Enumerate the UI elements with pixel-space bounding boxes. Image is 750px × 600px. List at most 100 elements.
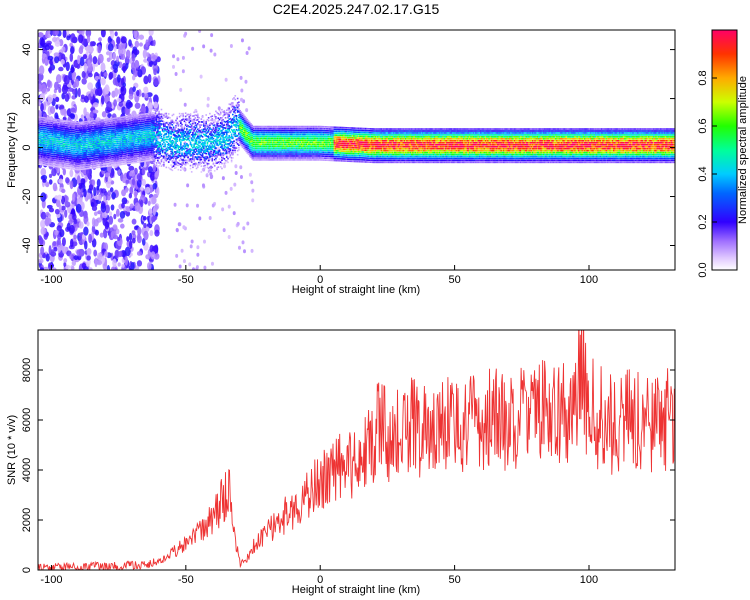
spectrogram-cell xyxy=(67,147,70,150)
spectrogram-cell xyxy=(44,146,47,149)
spectrogram-cell xyxy=(195,133,198,136)
spectrogram-cell xyxy=(89,149,91,152)
spectrogram-cell xyxy=(83,138,85,141)
spectrogram-cell xyxy=(90,145,93,148)
spectrogram-cell xyxy=(111,158,113,161)
spectrogram-cell xyxy=(126,115,129,118)
spectrogram-cell xyxy=(151,196,157,205)
spectrogram-cell xyxy=(163,161,165,164)
spectrogram-cell xyxy=(131,130,134,133)
spectrogram-cell xyxy=(54,163,56,166)
spectrogram-cell xyxy=(77,168,79,171)
spectrogram-cell xyxy=(47,94,53,103)
spectrogram-cell xyxy=(74,78,80,88)
spectrogram-cell xyxy=(39,118,42,121)
spectrogram-cell xyxy=(66,151,68,154)
spectrogram-cell xyxy=(193,137,195,139)
spectrogram-cell xyxy=(63,119,66,122)
spectrogram-cell xyxy=(62,151,65,153)
spectrogram-cell xyxy=(82,140,84,143)
spectrogram-cell xyxy=(172,113,175,116)
spectrogram-cell xyxy=(138,131,141,134)
spectrogram-cell xyxy=(140,139,142,141)
spectrogram-cell xyxy=(125,49,131,59)
spectrogram-cell xyxy=(43,119,45,121)
spectrogram-cell xyxy=(103,140,106,142)
spectrogram-cell xyxy=(113,141,116,143)
spectrogram-cell xyxy=(118,128,120,131)
spectrogram-cell xyxy=(107,165,110,167)
spectrogram-cell xyxy=(78,141,81,143)
spectrogram-cell xyxy=(109,151,112,153)
spectrogram-cell xyxy=(98,164,101,166)
spectrogram-cell xyxy=(140,113,142,116)
spectrogram-cell xyxy=(91,149,94,152)
spectrogram-cell xyxy=(116,36,121,45)
spectrogram-cell xyxy=(67,130,70,132)
spectrogram-cell xyxy=(73,150,76,153)
spectrogram-cell xyxy=(125,121,128,124)
spectrogram-cell xyxy=(96,129,99,131)
spectrogram-cell xyxy=(60,125,62,127)
spectrogram-cell xyxy=(137,116,140,118)
spectrogram-cell xyxy=(102,148,105,150)
spectrogram-cell xyxy=(85,134,88,137)
spectrogram-cell xyxy=(113,135,116,137)
spectrogram-cell xyxy=(148,166,153,174)
spectrogram-cell xyxy=(89,136,91,138)
spectrogram-cell xyxy=(181,126,183,128)
spectrogram-cell xyxy=(38,149,41,152)
spectrogram-cell xyxy=(45,164,48,167)
spectrogram-cell xyxy=(67,138,70,140)
spectrogram-cell xyxy=(40,122,43,125)
spectrogram-cell xyxy=(143,136,146,139)
spectrogram-cell xyxy=(40,83,47,94)
spectrogram-cell xyxy=(251,198,255,203)
spectrogram-cell xyxy=(94,139,96,142)
spectrogram-cell xyxy=(149,171,156,182)
spectrogram-cell xyxy=(190,161,193,163)
spectrogram-cell xyxy=(86,157,89,160)
spectrogram-cell xyxy=(77,155,79,157)
spectrogram-cell xyxy=(78,34,84,44)
spectrogram-cell xyxy=(48,129,50,132)
spectrogram-cell xyxy=(142,148,145,151)
spectrogram-cell xyxy=(94,257,98,268)
spectrogram-cell xyxy=(85,160,88,162)
spectrogram-cell xyxy=(67,143,70,146)
spectrogram-cell xyxy=(207,131,210,133)
spectrogram-cell xyxy=(128,142,130,145)
spectrogram-cell xyxy=(78,131,81,134)
spectrogram-cell xyxy=(201,136,204,138)
spectrogram-cell xyxy=(105,134,107,136)
spectrogram-cell xyxy=(65,129,67,132)
spectrogram-cell xyxy=(50,127,53,130)
spectrogram-cell xyxy=(51,157,54,160)
spectrogram-cell xyxy=(50,135,53,138)
spectrogram-cell xyxy=(155,113,158,116)
spectrogram-cell xyxy=(131,126,134,129)
spectrogram-cell xyxy=(97,150,100,153)
spectrogram-cell xyxy=(152,206,156,216)
spectrogram-cell xyxy=(196,166,199,168)
spectrogram-cell xyxy=(79,127,82,130)
spectrogram-cell xyxy=(111,143,113,145)
spectrogram-cell xyxy=(88,134,90,136)
spectrogram-cell xyxy=(74,123,77,126)
spectrogram-cell xyxy=(90,141,93,144)
spectrogram-cell xyxy=(123,153,125,156)
spectrogram-cell xyxy=(63,155,66,157)
spectrogram-cell xyxy=(80,146,83,149)
spectrogram-cell xyxy=(50,123,53,126)
spectrogram-cell xyxy=(62,145,65,147)
spectrogram-cell xyxy=(80,135,83,137)
spectrogram-cell xyxy=(132,152,135,154)
spectrogram-cell xyxy=(55,134,58,137)
spectrogram-cell xyxy=(157,119,159,122)
spectrogram-cell xyxy=(111,131,113,134)
spectrogram-cell xyxy=(69,144,72,146)
spectrogram-cell xyxy=(123,135,125,138)
spectrogram-cell xyxy=(97,125,100,127)
spectrogram-cell xyxy=(83,140,85,143)
spectrogram-cell xyxy=(129,150,131,153)
